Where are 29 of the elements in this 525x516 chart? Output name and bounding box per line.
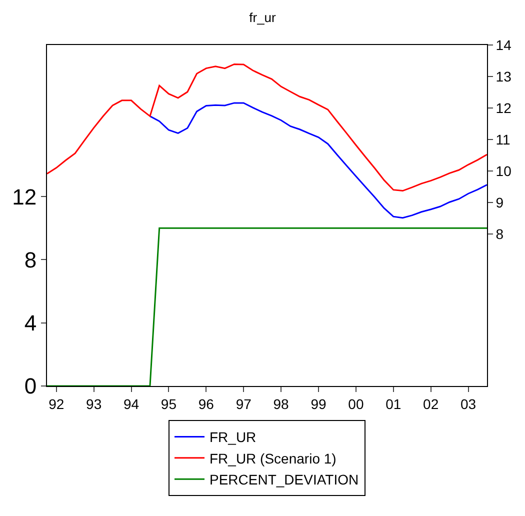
x-tick-label: 92 <box>48 396 64 412</box>
y-tick-label: 0 <box>24 374 37 399</box>
y2-tick-label: 11 <box>496 131 511 148</box>
legend-label: FR_UR (Scenario 1) <box>210 450 336 466</box>
chart-title: fr_ur <box>249 10 277 25</box>
x-tick-label: 95 <box>160 396 177 412</box>
x-tick-label: 02 <box>423 396 439 412</box>
y2-tick-label: 8 <box>496 226 504 242</box>
legend-label: FR_UR <box>210 429 256 446</box>
x-tick-label: 01 <box>386 396 402 412</box>
y-tick-label: 8 <box>24 247 37 272</box>
y2-tick-label: 9 <box>496 194 504 210</box>
x-tick-label: 03 <box>460 396 476 412</box>
x-tick-label: 93 <box>86 396 102 412</box>
y2-tick-label: 12 <box>496 100 512 116</box>
line-series <box>47 63 487 192</box>
y-tick-label: 4 <box>24 310 37 336</box>
x-tick-label: 94 <box>123 396 140 412</box>
x-tick-label: 98 <box>273 396 290 412</box>
y-tick-label: 12 <box>12 184 37 210</box>
x-tick-label: 96 <box>198 396 214 412</box>
y2-tick-label: 14 <box>496 36 512 53</box>
x-tick-label: 99 <box>310 396 326 412</box>
y2-tick-label: 10 <box>496 162 512 179</box>
x-tick-label: 00 <box>348 396 364 412</box>
y2-tick-label: 13 <box>496 68 512 84</box>
legend-label: PERCENT_DEVIATION <box>210 472 359 488</box>
line-series <box>149 102 487 219</box>
x-tick-label: 97 <box>236 396 252 412</box>
